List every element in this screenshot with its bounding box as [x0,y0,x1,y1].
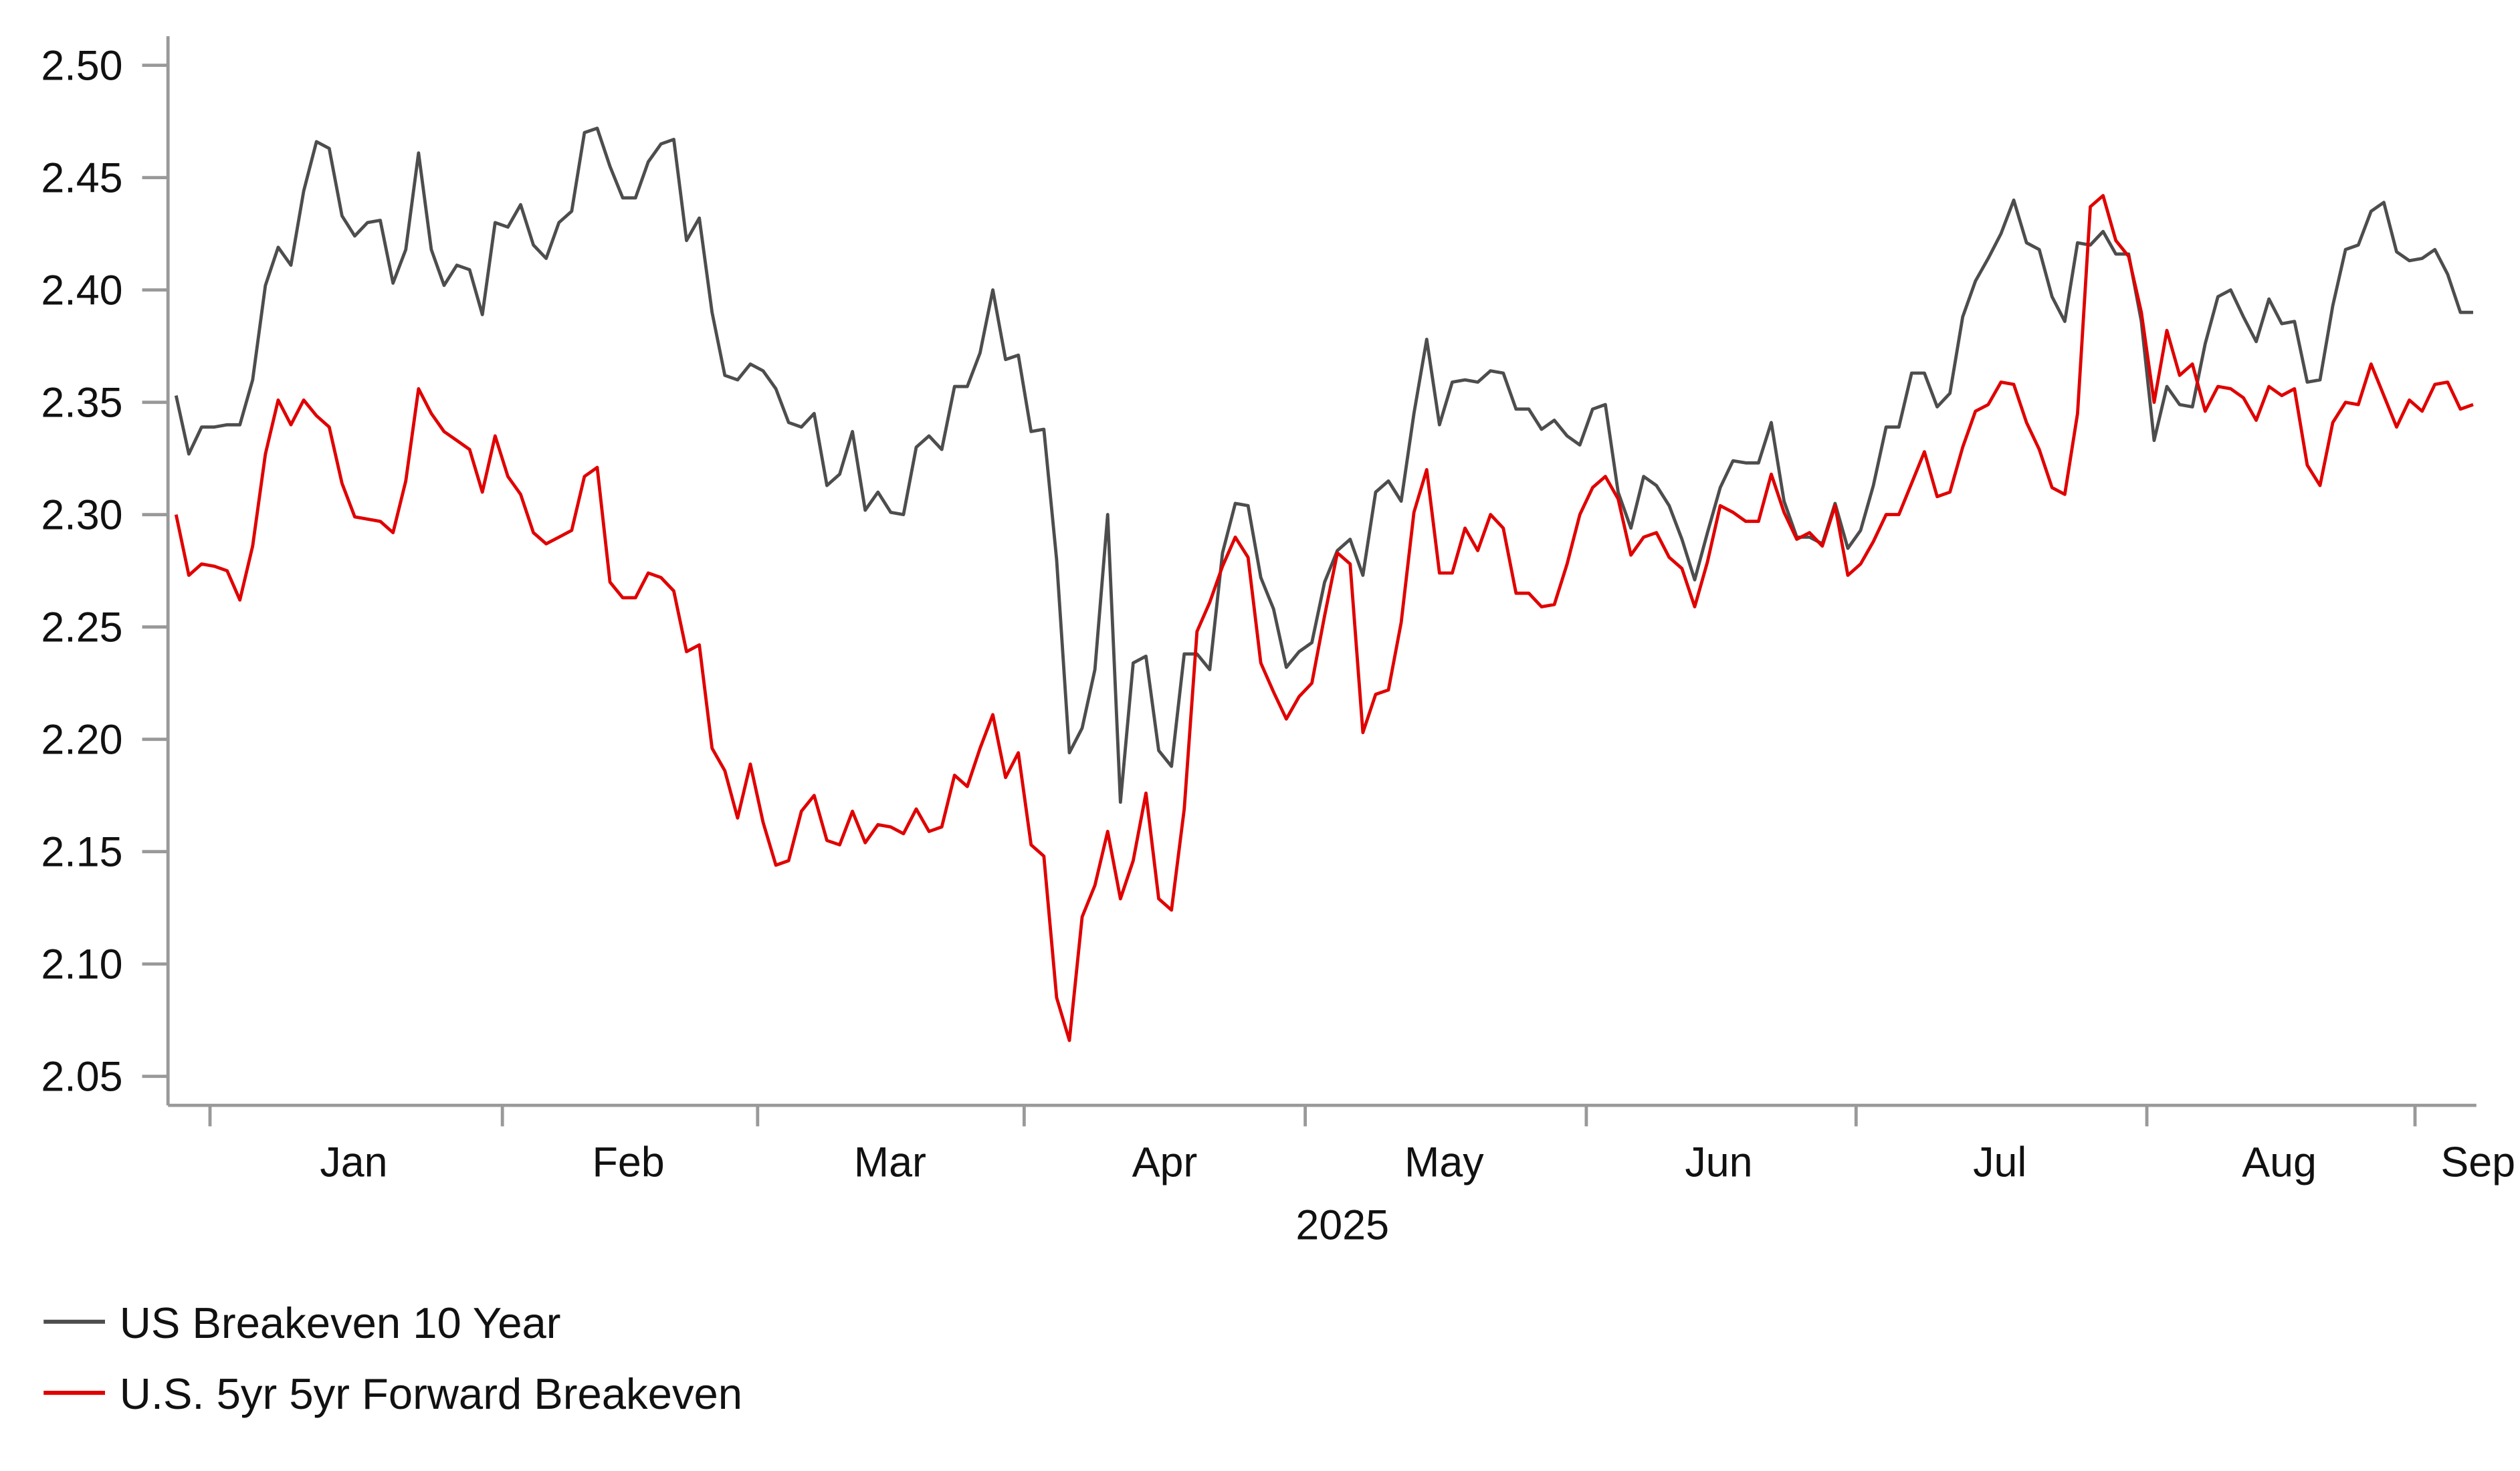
series-line-us-breakeven-10-year [174,126,2473,804]
x-tick-label: Aug [2242,1139,2317,1185]
y-tick-label: 2.15 [41,828,122,875]
series-lines [174,126,2474,1042]
y-axis: 2.05 2.10 2.15 2.20 2.25 2.30 2.35 2.40 2.45 2.50 [41,36,170,1106]
y-tick-label: 2.30 [41,491,122,538]
legend-label: US Breakeven 10 Year [120,1298,561,1347]
x-tick-label: May [1404,1139,1484,1185]
y-tick-label: 2.35 [41,379,122,426]
y-tick-label: 2.50 [41,42,122,89]
legend-label: U.S. 5yr 5yr Forward Breakeven [120,1369,742,1418]
x-tick-label: Apr [1132,1139,1198,1185]
x-axis-title: 2025 [1295,1202,1389,1249]
y-tick-label: 2.45 [41,154,122,201]
x-axis: Jan Feb Mar Apr May Jun Jul Aug Sep [168,1103,2515,1185]
x-tick-label: Jan [320,1139,387,1185]
x-tick-label: Jun [1685,1139,1752,1185]
series-line-u-s-5yr-5yr-forward-breakeven [174,194,2474,1042]
x-tick-label: Sep [2440,1139,2515,1185]
y-tick-label: 2.20 [41,716,122,763]
y-tick-label: 2.10 [41,941,122,988]
x-tick-label: Jul [1973,1139,2026,1185]
y-tick-label: 2.05 [41,1053,122,1100]
x-tick-label: Mar [854,1139,926,1185]
y-tick-label: 2.25 [41,604,122,651]
legend: US Breakeven 10 Year U.S. 5yr 5yr Forward… [43,1298,742,1418]
y-tick-label: 2.40 [41,267,122,314]
x-tick-label: Feb [592,1139,664,1185]
